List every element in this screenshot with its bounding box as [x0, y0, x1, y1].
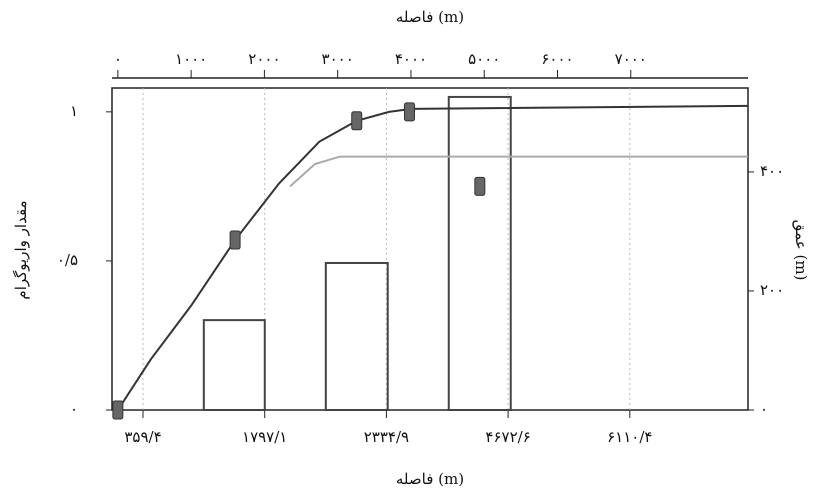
bottom-axis-title: فاصله (m): [396, 470, 464, 488]
y-tick-label: ۱: [70, 102, 78, 120]
y-tick-label: ۰/۵: [57, 251, 78, 269]
plot-frame: [111, 87, 749, 411]
y2-tick-label: ۲۰۰: [760, 281, 784, 299]
y2-axis-title: عمق (m): [792, 220, 810, 281]
bar: [447, 95, 512, 411]
x-tick-label: ۴۰۰۰: [395, 50, 427, 68]
point: [403, 102, 415, 122]
x-tick-label: ۰: [114, 50, 122, 68]
y-axis-title: مقدار واریوگرام: [12, 200, 30, 299]
x-tick-label: ۵۰۰۰: [468, 50, 500, 68]
model-line: [117, 104, 749, 411]
bottom-tick-label: ۳۵۹/۴: [124, 428, 161, 446]
model-line: [289, 155, 748, 188]
bottom-tick-label: ۲۳۳۴/۹: [364, 428, 409, 446]
point: [112, 400, 124, 420]
point: [229, 230, 241, 250]
bar: [202, 319, 266, 412]
x-tick-label: ۱۰۰۰: [175, 50, 207, 68]
bottom-tick-label: ۴۶۷۲/۶: [485, 428, 530, 446]
bottom-tick-label: ۶۱۱۰/۴: [607, 428, 652, 446]
point: [351, 111, 363, 131]
point: [474, 176, 486, 196]
x-tick-label: ۶۰۰۰: [541, 50, 573, 68]
y-tick-label: ۰: [70, 400, 78, 418]
top-axis-title: فاصله (m): [396, 8, 464, 26]
x-tick-label: ۲۰۰۰: [248, 50, 280, 68]
y2-tick-label: ۴۰۰: [760, 162, 784, 180]
x-tick-label: ۷۰۰۰: [615, 50, 647, 68]
y2-tick-label: ۰: [760, 400, 768, 418]
x-tick-label: ۳۰۰۰: [322, 50, 354, 68]
bottom-tick-label: ۱۷۹۷/۱: [242, 428, 287, 446]
bar: [324, 261, 389, 411]
